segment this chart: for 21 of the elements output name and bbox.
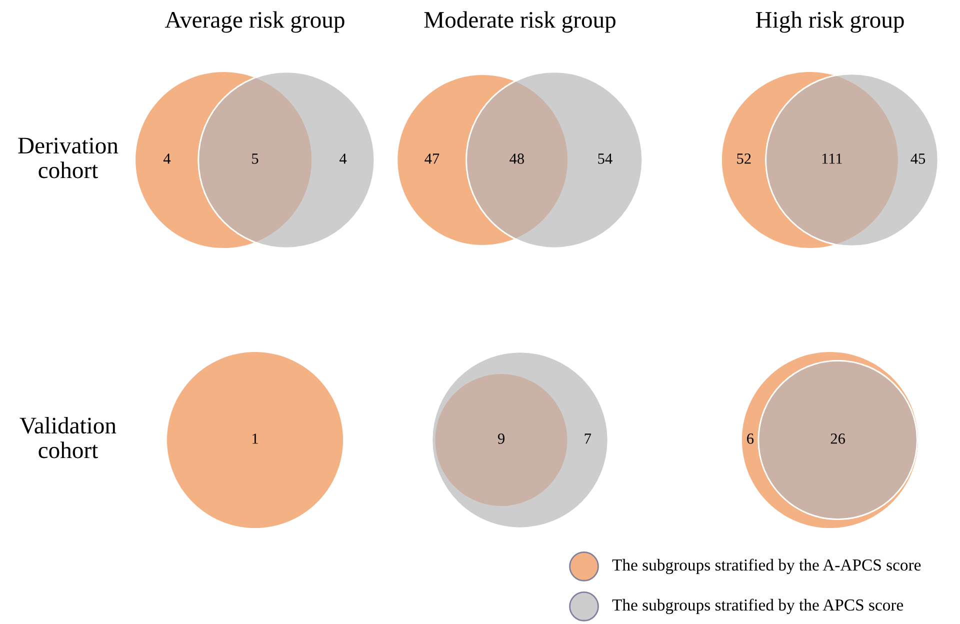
text: Average risk group [164,11,344,33]
data-label: 111 [822,154,842,164]
text: Validation cohort [20,416,116,458]
text: Moderate risk group [424,11,616,33]
data-label: 7 [584,434,592,444]
data-label: 26 [830,434,845,444]
data-label: 1 [252,434,258,444]
data-label: 47 [424,154,440,164]
category-label: The subgroups stratified by the A-APCS score [612,558,921,574]
data-label: 54 [598,154,612,164]
data-label: 6 [747,434,754,444]
data-label: 52 [737,154,751,164]
data-label: 4 [163,154,171,164]
data-label: 48 [510,154,524,164]
text: Derivation cohort [18,138,118,178]
data-label: 5 [252,154,258,164]
data-label: 45 [910,154,926,164]
data-label: 9 [498,434,504,444]
text: High risk group [756,11,904,33]
category-label: The subgroups stratified by the APCS score [612,598,904,614]
data-label: 4 [340,154,347,164]
